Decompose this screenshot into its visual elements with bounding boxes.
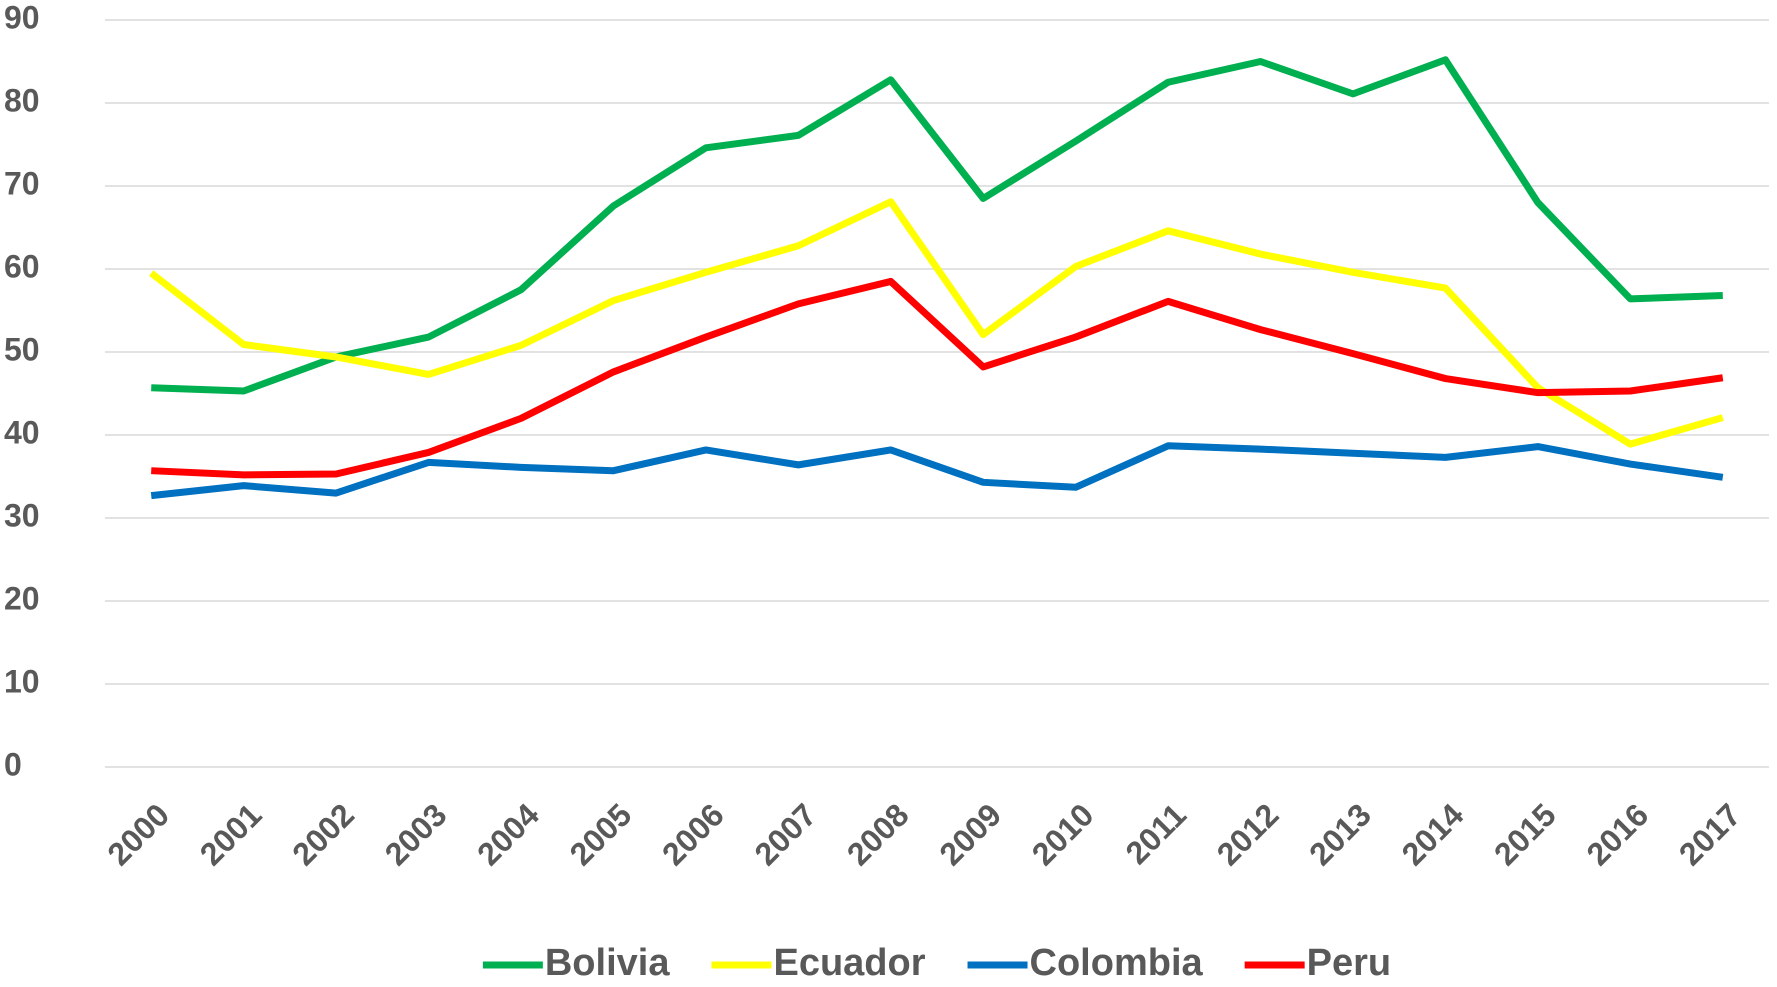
data-line	[151, 277, 1724, 479]
y-tick-label: 60	[4, 248, 40, 284]
x-tick-label: 2010	[1025, 796, 1101, 872]
y-tick-label: 90	[4, 0, 40, 35]
legend-label: Peru	[1307, 942, 1391, 984]
x-tick-label: 2008	[840, 796, 916, 872]
data-line	[151, 56, 1723, 395]
y-tick-label: 70	[4, 165, 40, 201]
legend-label: Colombia	[1030, 942, 1204, 984]
data-line	[150, 442, 1724, 500]
y-tick-label: 40	[4, 414, 40, 450]
y-tick-label: 20	[4, 580, 40, 616]
x-tick-label: 2013	[1302, 796, 1378, 872]
x-tick-label: 2005	[563, 796, 639, 872]
x-tick-label: 2006	[655, 796, 731, 872]
x-tick-label: 2001	[193, 796, 269, 872]
x-tick-label: 2004	[470, 796, 546, 872]
x-tick-label: 2016	[1579, 796, 1655, 872]
y-tick-label: 80	[4, 82, 40, 118]
x-tick-label: 2014	[1395, 796, 1471, 872]
x-tick-label: 2012	[1210, 796, 1286, 872]
x-tick-label: 2003	[378, 796, 454, 872]
x-tick-label: 2009	[932, 796, 1008, 872]
y-tick-label: 30	[4, 497, 40, 533]
y-tick-label: 0	[4, 746, 22, 782]
y-tick-label: 50	[4, 331, 40, 367]
legend-label: Bolivia	[545, 942, 670, 984]
x-tick-label: 2002	[285, 796, 361, 872]
x-tick-label: 2000	[100, 796, 176, 872]
x-tick-label: 2015	[1487, 796, 1563, 872]
x-tick-label: 2011	[1118, 796, 1193, 871]
legend-label: Ecuador	[773, 942, 925, 984]
x-tick-label: 2007	[747, 796, 823, 872]
data-line	[149, 198, 1724, 448]
y-tick-label: 10	[4, 663, 40, 699]
x-tick-label: 2017	[1672, 796, 1748, 872]
